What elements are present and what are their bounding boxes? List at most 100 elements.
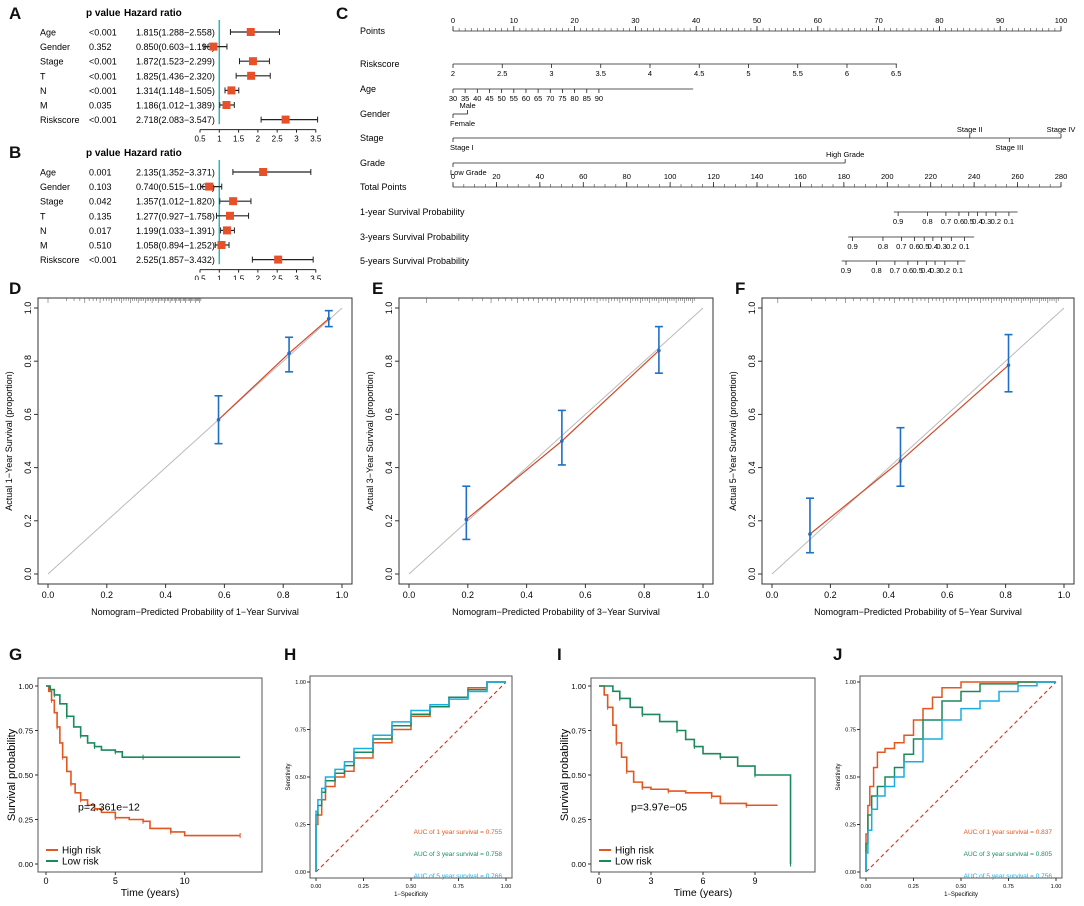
nomogram-tick-label: 80 (935, 16, 943, 25)
nomogram-tick-label: 0.5 (919, 242, 929, 251)
forest-variable-label: M (40, 241, 48, 251)
nomogram-tick-label: 260 (1011, 172, 1024, 181)
forest-hr-text: 1.277(0.927−1.758) (136, 211, 215, 221)
nomogram-tick-label: 5 (746, 69, 750, 78)
roc-x-axis-title: 1−Specificity (944, 892, 978, 898)
forest-pvalue: <0.001 (89, 86, 117, 96)
forest-point (281, 115, 290, 124)
calib-ideal-line (47, 307, 343, 575)
forest-pvalue: <0.001 (89, 28, 117, 38)
roc-x-tick-label: 0.75 (1003, 884, 1014, 890)
nomogram-tick-label: 0.1 (1004, 217, 1014, 226)
roc-plot-h: 0.00 0.00 0.25 0.25 0.50 0.50 0.75 0.75 1.00 1.00… (286, 675, 513, 898)
nomogram-tick-label: 0.3 (936, 242, 946, 251)
forest-hr-text: 0.740(0.515−1.063) (136, 182, 215, 192)
calib-point (657, 348, 661, 353)
calib-y-tick-label: 0.6 (747, 408, 757, 421)
calib-y-tick-label: 0.6 (23, 408, 33, 421)
nomogram-tick-label: 85 (583, 94, 591, 103)
roc-x-tick-label: 1.00 (1051, 884, 1062, 890)
calib-x-axis-title: Nomogram−Predicted Probability of 3−Year… (452, 607, 660, 617)
forest-x-tick-label: 3 (294, 135, 299, 142)
nomogram-tick-label: 0.4 (928, 242, 938, 251)
calib-frame (761, 297, 1075, 585)
km-y-tick-label: 0.50 (18, 771, 33, 780)
calib-y-axis-title: Actual 3−Year Survival (proportion) (365, 371, 375, 511)
calib-y-tick-label: 0.2 (384, 515, 394, 528)
roc-y-tick-label: 1.00 (845, 680, 856, 686)
nomogram-tick-label: Stage IV (1047, 125, 1076, 134)
km-legend-label: High risk (62, 846, 102, 857)
forest-pvalue: <0.001 (89, 255, 117, 265)
calib-x-tick-label: 0.4 (159, 590, 172, 600)
nomogram-tick-label: 160 (794, 172, 807, 181)
calib-x-tick-label: 0.4 (883, 590, 896, 600)
calib-point (464, 517, 469, 522)
nomogram-tick-label: 70 (546, 94, 554, 103)
nomogram-tick-label: 0.4 (972, 217, 982, 226)
forest-hr-text: 1.186(1.012−1.389) (136, 101, 215, 111)
calib-y-axis-title: Actual 1−Year Survival (proportion) (4, 371, 14, 511)
roc-x-tick-label: 0.25 (358, 884, 369, 890)
km-curve (46, 685, 241, 837)
roc-curve (865, 681, 1056, 872)
nomogram-tick-label: 0.1 (953, 266, 963, 275)
calib-y-tick-label: 1.0 (747, 302, 757, 315)
km-y-tick-label: 1.00 (18, 682, 33, 691)
nomogram-tick-label: 60 (522, 94, 530, 103)
nomogram-tick-label: 0.2 (940, 266, 950, 275)
km-x-tick-label: 5 (113, 876, 118, 886)
calib-y-tick-label: 1.0 (23, 302, 33, 315)
nomogram-tick-label: 0.2 (946, 242, 956, 251)
nomogram-tick-label: Low Grade (450, 168, 487, 177)
calib-y-tick-label: 0.8 (747, 355, 757, 368)
nomogram-tick-label: 40 (692, 16, 700, 25)
calib-y-tick-label: 0.8 (23, 355, 33, 368)
forest-pvalue: 0.001 (89, 168, 112, 178)
nomogram-tick-label: 30 (631, 16, 639, 25)
nomogram-tick-label: 0.5 (912, 266, 922, 275)
panel-label-a: A (9, 4, 22, 23)
forest-point (222, 101, 231, 109)
calib-x-tick-label: 0.2 (101, 590, 114, 600)
forest-hr-text: 1.815(1.288−2.558) (136, 28, 215, 38)
nomogram-tick-label: 100 (1055, 16, 1068, 25)
nomogram-tick-label: 70 (874, 16, 882, 25)
km-pvalue: p=2.361e−12 (78, 802, 140, 814)
km-y-tick-label: 0.75 (18, 727, 33, 736)
forest-x-tick-label: 3 (294, 275, 299, 280)
panel-label-c: C (336, 4, 349, 23)
forest-header-pvalue: p value (86, 8, 121, 19)
forest-x-tick-label: 1 (217, 275, 222, 280)
km-legend-label: High risk (615, 846, 655, 857)
forest-pvalue: 0.017 (89, 226, 112, 236)
forest-point (227, 86, 236, 95)
calib-x-tick-label: 1.0 (1058, 590, 1071, 600)
calib-y-tick-label: 0.6 (384, 408, 394, 421)
roc-x-tick-label: 0.00 (861, 884, 872, 890)
roc-x-tick-label: 1.00 (501, 884, 512, 890)
km-x-tick-label: 0 (596, 876, 601, 886)
km-y-tick-label: 0.25 (18, 816, 33, 825)
nomogram-tick-label: 5.5 (793, 69, 803, 78)
calib-y-tick-label: 0.0 (747, 568, 757, 581)
forest-variable-label: M (40, 101, 48, 111)
nomogram-row-label: Grade (360, 158, 385, 168)
nomogram-tick-label: 120 (707, 172, 720, 181)
nomogram-tick-label: 75 (558, 94, 566, 103)
forest-point (229, 197, 238, 206)
calib-y-tick-label: 0.2 (747, 515, 757, 528)
km-legend-label: Low risk (615, 857, 653, 868)
nomogram-tick-label: 0.5 (963, 217, 973, 226)
roc-y-tick-label: 0.00 (845, 870, 856, 876)
forest-point (274, 255, 283, 264)
forest-hr-text: 0.850(0.603−1.198) (136, 42, 215, 52)
forest-variable-label: Gender (40, 42, 70, 52)
nomogram-tick-label: 0.7 (941, 217, 951, 226)
km-y-tick-label: 1.00 (571, 682, 586, 691)
calib-x-tick-label: 0.0 (766, 590, 779, 600)
forest-variable-label: Stage (40, 57, 64, 67)
nomogram-tick-label: 0.2 (991, 217, 1001, 226)
calib-x-tick-label: 1.0 (336, 590, 349, 600)
nomogram-tick-label: 0.8 (871, 266, 881, 275)
